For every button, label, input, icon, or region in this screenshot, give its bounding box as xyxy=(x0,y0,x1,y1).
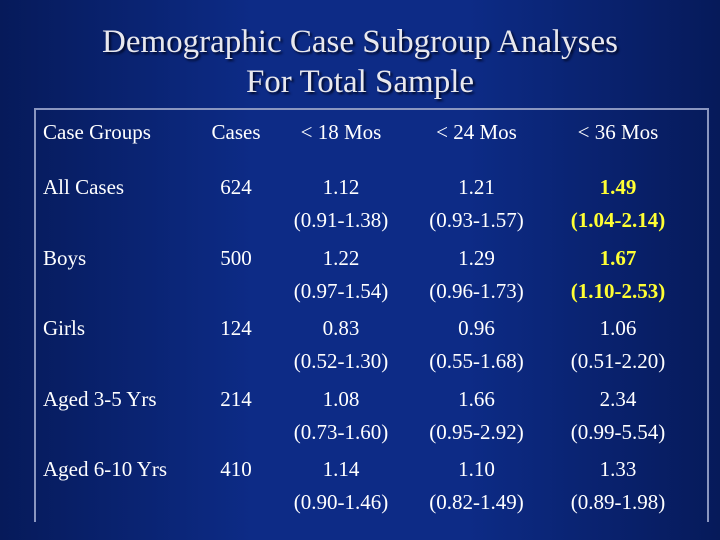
case-count: 124 xyxy=(220,316,252,340)
odds-ratio-m36: 1.49 xyxy=(599,175,637,199)
header-case-groups: Case Groups xyxy=(43,120,151,144)
odds-ratio-m18: 1.14 xyxy=(322,457,360,481)
confidence-interval-m24: (0.55-1.68) xyxy=(429,349,524,373)
header-36-mos: < 36 Mos xyxy=(577,120,659,144)
confidence-interval-m24: (0.95-2.92) xyxy=(429,419,524,444)
case-count: 500 xyxy=(220,245,252,270)
confidence-interval-m18: (0.97-1.54) xyxy=(293,278,389,303)
case-group-label: Boys xyxy=(43,245,87,270)
odds-ratio-m36: 2.34 xyxy=(599,386,637,411)
confidence-interval-m36: (0.89-1.98) xyxy=(570,490,666,514)
case-group-label: Girls xyxy=(43,316,85,340)
title-line-2: For Total Sample xyxy=(245,64,475,100)
odds-ratio-m24: 0.96 xyxy=(458,316,495,340)
title-line-1: Demographic Case Subgroup Analyses xyxy=(102,24,618,60)
odds-ratio-m18: 1.12 xyxy=(322,175,360,199)
confidence-interval-m18: (0.91-1.38) xyxy=(293,208,389,232)
odds-ratio-m18: 1.08 xyxy=(322,386,360,411)
odds-ratio-m24: 1.66 xyxy=(458,386,495,411)
odds-ratio-m18: 0.83 xyxy=(322,316,360,340)
confidence-interval-m18: (0.90-1.46) xyxy=(293,490,389,514)
odds-ratio-m24: 1.29 xyxy=(458,245,495,270)
header-18-mos: < 18 Mos xyxy=(300,120,382,144)
odds-ratio-m36: 1.06 xyxy=(599,316,637,340)
odds-ratio-m24: 1.21 xyxy=(458,175,495,199)
case-group-label: Aged 3-5 Yrs xyxy=(43,386,157,411)
confidence-interval-m24: (0.82-1.49) xyxy=(429,490,524,514)
confidence-interval-m24: (0.96-1.73) xyxy=(429,278,524,303)
table-frame xyxy=(34,108,709,522)
confidence-interval-m36: (1.10-2.53) xyxy=(570,278,666,303)
confidence-interval-m18: (0.73-1.60) xyxy=(293,419,389,444)
odds-ratio-m24: 1.10 xyxy=(458,457,495,481)
confidence-interval-m24: (0.93-1.57) xyxy=(429,208,524,232)
case-count: 214 xyxy=(220,386,252,411)
case-count: 624 xyxy=(220,175,252,199)
confidence-interval-m36: (0.51-2.20) xyxy=(570,349,666,373)
header-24-mos: < 24 Mos xyxy=(436,120,517,144)
confidence-interval-m18: (0.52-1.30) xyxy=(293,349,389,373)
confidence-interval-m36: (1.04-2.14) xyxy=(570,208,666,232)
case-group-label: Aged 6-10 Yrs xyxy=(43,457,168,481)
confidence-interval-m36: (0.99-5.54) xyxy=(570,419,666,444)
case-group-label: All Cases xyxy=(43,175,125,199)
case-count: 410 xyxy=(220,457,252,481)
slide-title: Demographic Case Subgroup Analyses For T… xyxy=(0,22,720,102)
odds-ratio-m36: 1.33 xyxy=(599,457,637,481)
header-cases: Cases xyxy=(211,120,261,144)
odds-ratio-m18: 1.22 xyxy=(322,245,360,270)
odds-ratio-m36: 1.67 xyxy=(599,245,637,270)
